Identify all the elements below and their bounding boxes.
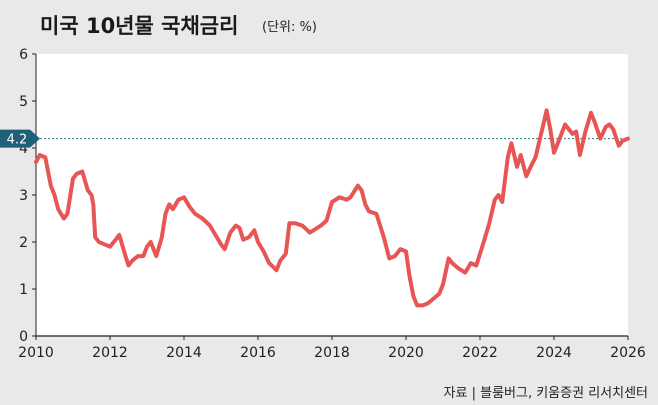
y-tick-label: 1 [19,282,28,298]
x-axis: 2010 2012 2014 2016 2018 2020 2022 2024 2026 [18,335,646,361]
current-value-callout: 4.2 [0,129,40,148]
x-tick-label: 2010 [18,345,54,361]
x-tick-label: 2014 [166,345,202,361]
x-tick-label: 2022 [462,345,498,361]
y-axis: 0 1 2 3 4 5 6 [19,47,37,345]
series-line-us-10y-yield [34,108,630,308]
y-tick-label: 3 [19,188,28,204]
unit-label: (단위: %) [262,20,317,35]
plot-area [36,54,628,336]
y-tick-label: 0 [19,329,28,345]
y-tick-label: 5 [19,94,28,110]
source-note: 자료 | 블룸버그, 키움증권 리서치센터 [443,386,648,401]
x-tick-label: 2024 [536,345,572,361]
x-tick-label: 2012 [92,345,128,361]
x-tick-label: 2018 [314,345,350,361]
y-tick-label: 6 [19,47,28,63]
y-tick-label: 4 [19,141,28,157]
x-tick-label: 2020 [388,345,424,361]
x-tick-label: 2026 [610,345,646,361]
x-tick-label: 2016 [240,345,276,361]
callout-label: 4.2 [7,133,28,148]
chart-title: 미국 10년물 국채금리 [40,14,239,38]
y-tick-label: 2 [19,235,28,251]
callout-marker [0,129,40,148]
